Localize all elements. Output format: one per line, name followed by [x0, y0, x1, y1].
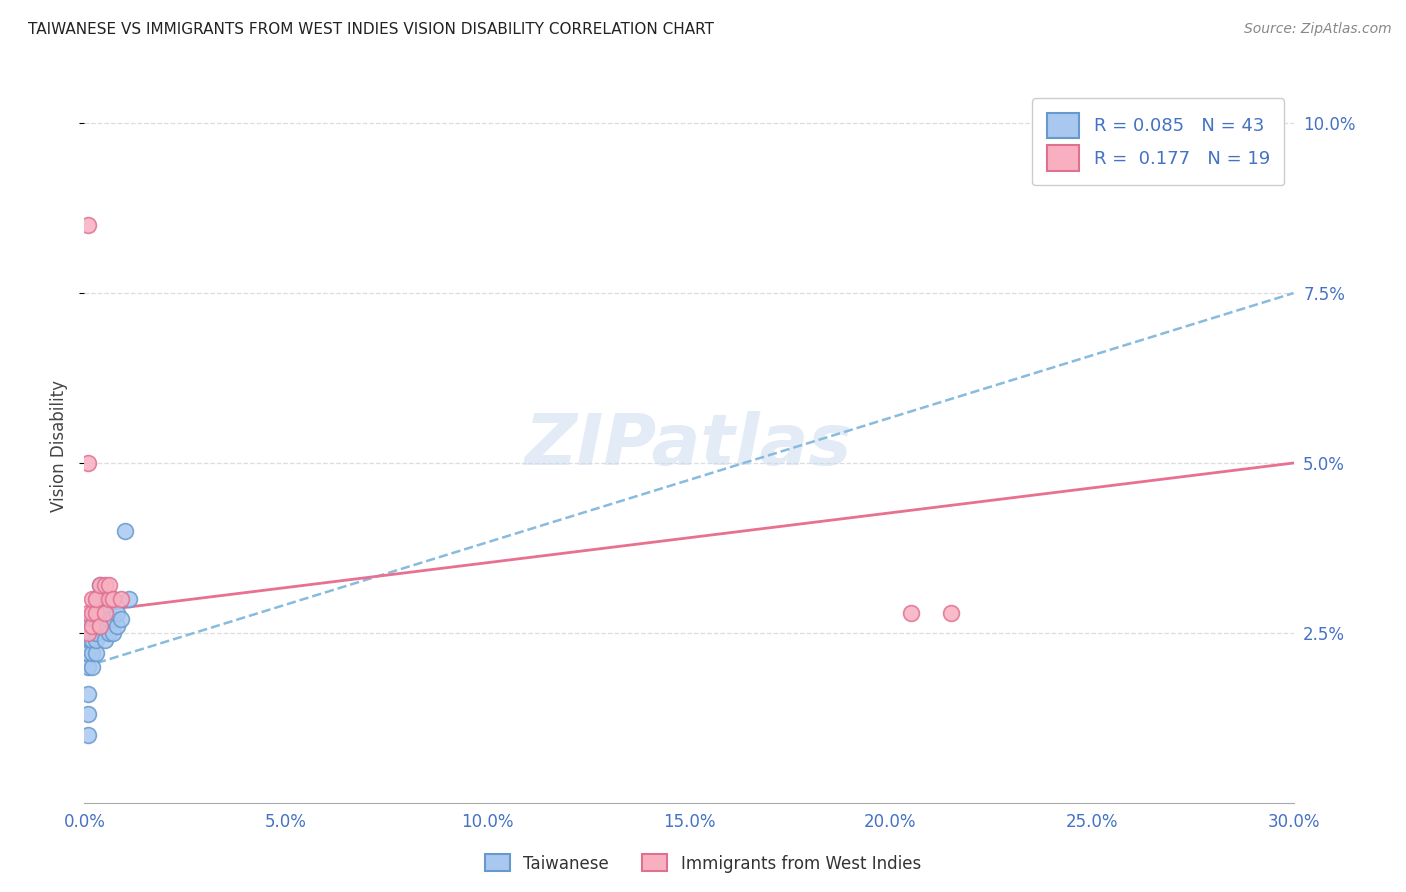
Point	[101, 591, 124, 606]
Point	[77, 646, 100, 660]
Point	[101, 626, 124, 640]
Point	[86, 606, 108, 620]
Point	[93, 591, 115, 606]
Point	[82, 606, 104, 620]
Point	[77, 626, 100, 640]
Point	[89, 619, 111, 633]
Point	[82, 646, 104, 660]
Legend: R = 0.085   N = 43, R =  0.177   N = 19: R = 0.085 N = 43, R = 0.177 N = 19	[1032, 98, 1285, 186]
Point	[110, 591, 132, 606]
Point	[118, 591, 141, 606]
Point	[82, 619, 104, 633]
Point	[79, 632, 101, 647]
Point	[101, 612, 124, 626]
Point	[97, 591, 120, 606]
Point	[86, 591, 108, 606]
Point	[83, 619, 105, 633]
Point	[89, 591, 111, 606]
Point	[93, 632, 115, 647]
Point	[82, 626, 104, 640]
Point	[97, 612, 120, 626]
Point	[86, 606, 108, 620]
Text: ZIPatlas: ZIPatlas	[526, 411, 852, 481]
Point	[77, 728, 100, 742]
Point	[105, 606, 128, 620]
Point	[86, 646, 108, 660]
Point	[89, 578, 111, 592]
Point	[77, 687, 100, 701]
Point	[114, 524, 136, 538]
Y-axis label: Vision Disability: Vision Disability	[51, 380, 69, 512]
Point	[93, 619, 115, 633]
Text: TAIWANESE VS IMMIGRANTS FROM WEST INDIES VISION DISABILITY CORRELATION CHART: TAIWANESE VS IMMIGRANTS FROM WEST INDIES…	[28, 22, 714, 37]
Point	[93, 606, 115, 620]
Point	[86, 612, 108, 626]
Point	[77, 606, 100, 620]
Point	[86, 632, 108, 647]
Point	[93, 606, 115, 620]
Point	[89, 619, 111, 633]
Legend: Taiwanese, Immigrants from West Indies: Taiwanese, Immigrants from West Indies	[478, 847, 928, 880]
Point	[82, 619, 104, 633]
Point	[93, 578, 115, 592]
Point	[77, 660, 100, 674]
Text: Source: ZipAtlas.com: Source: ZipAtlas.com	[1244, 22, 1392, 37]
Point	[82, 591, 104, 606]
Point	[79, 626, 101, 640]
Point	[89, 578, 111, 592]
Point	[101, 591, 124, 606]
Point	[110, 612, 132, 626]
Point	[82, 606, 104, 620]
Point	[900, 606, 922, 620]
Point	[83, 606, 105, 620]
Point	[86, 626, 108, 640]
Point	[77, 456, 100, 470]
Point	[82, 632, 104, 647]
Point	[82, 612, 104, 626]
Point	[77, 218, 100, 232]
Point	[82, 660, 104, 674]
Point	[97, 591, 120, 606]
Point	[89, 606, 111, 620]
Point	[86, 591, 108, 606]
Point	[77, 707, 100, 722]
Point	[86, 599, 108, 613]
Point	[97, 578, 120, 592]
Point	[86, 619, 108, 633]
Point	[939, 606, 962, 620]
Point	[97, 626, 120, 640]
Point	[105, 619, 128, 633]
